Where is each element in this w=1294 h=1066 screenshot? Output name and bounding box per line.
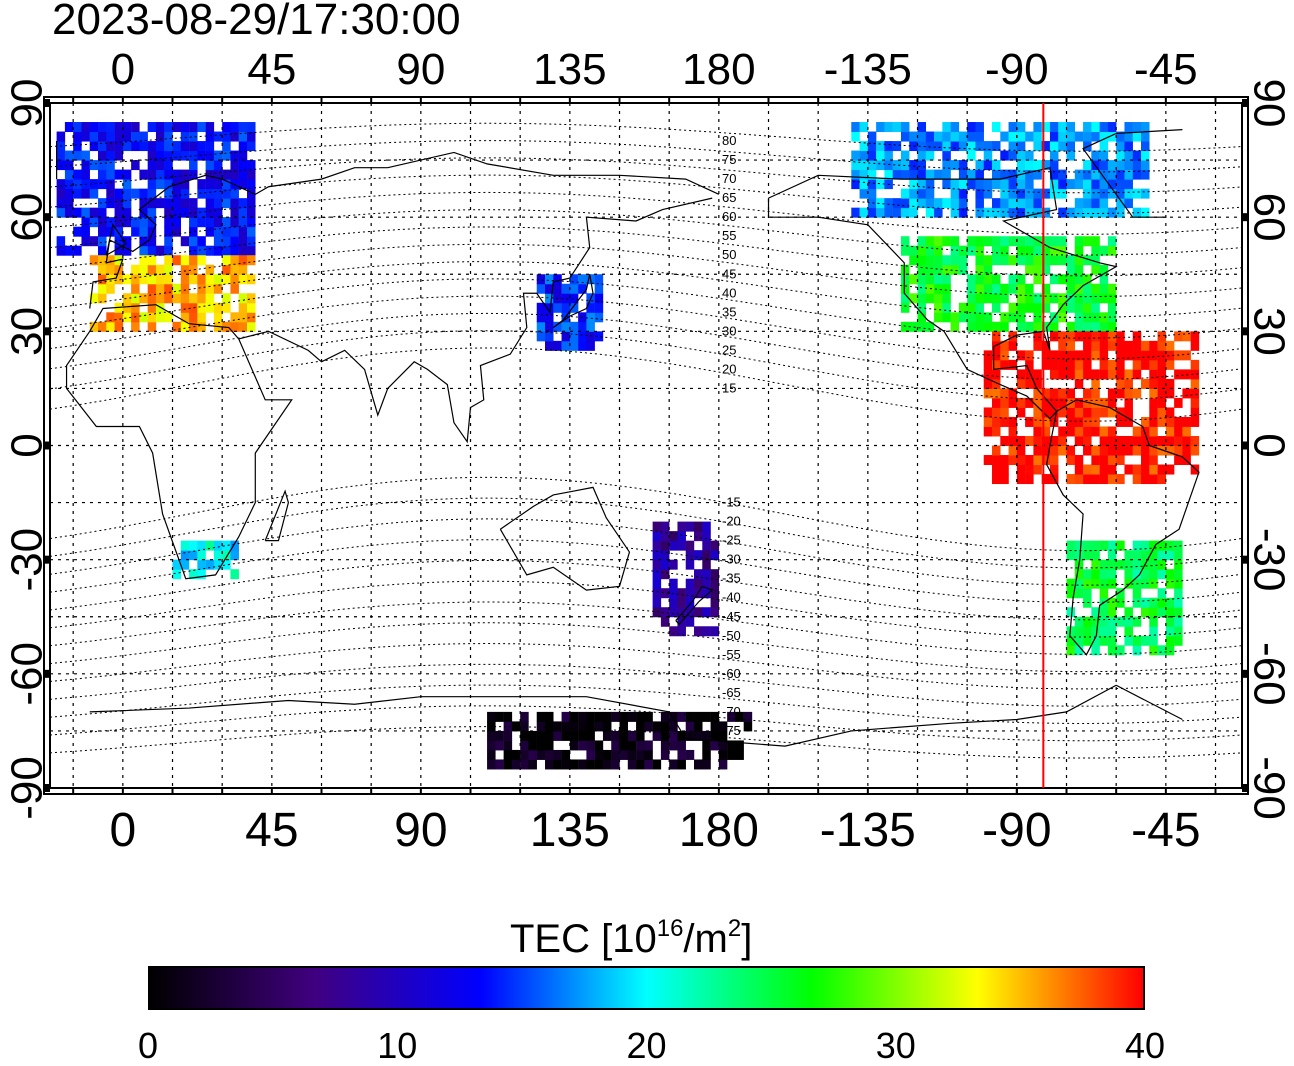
right-lat-label: 30 (1244, 307, 1293, 356)
maglat-label: -30 (722, 552, 741, 567)
coastline-0 (89, 151, 720, 309)
right-lat-label: -60 (1244, 642, 1293, 706)
colorbar-tick-label: 30 (875, 1025, 916, 1066)
top-lon-label: -45 (1134, 45, 1198, 94)
coastline-2 (238, 197, 713, 444)
left-lat-label: 0 (3, 433, 52, 457)
tec-data-layer (56, 122, 1200, 770)
colorbar (148, 966, 1145, 1010)
maglat-contour (50, 261, 1242, 318)
maglat-contour (50, 243, 1242, 298)
bottom-lon-label: 135 (530, 804, 610, 857)
maglat-label: -65 (722, 685, 741, 700)
left-lat-label: -90 (3, 756, 52, 820)
maglat-label: 50 (722, 247, 736, 262)
maglat-label: -40 (722, 590, 741, 605)
colorbar-tick-label: 20 (626, 1025, 667, 1066)
tec-region-southern-africa (172, 540, 239, 580)
right-lat-label: -30 (1244, 528, 1293, 592)
maglat-contour (50, 122, 1242, 152)
maglat-label: 40 (722, 285, 736, 300)
bottom-lon-label: -90 (982, 804, 1051, 857)
top-lon-label: 135 (533, 45, 606, 94)
maglat-label: 60 (722, 209, 736, 224)
tec-region-japan (536, 274, 604, 351)
bottom-lon-label: -135 (820, 804, 916, 857)
coastline-9 (264, 489, 290, 542)
coastline-1 (65, 304, 293, 580)
right-lat-label: 0 (1244, 433, 1293, 457)
maglat-label: -55 (722, 647, 741, 662)
maglat-contour (50, 601, 1242, 655)
tec-map: 0045459090135135180180-135-135-90-90-45-… (3, 45, 1294, 857)
left-lat-label: 30 (3, 307, 52, 356)
map-frame (43, 96, 1249, 795)
maglat-contour (50, 347, 1242, 422)
maglat-label: 35 (722, 304, 736, 319)
left-lat-label: -30 (3, 528, 52, 592)
maglat-label: 55 (722, 228, 736, 243)
top-lon-label: 90 (396, 45, 445, 94)
coastline-10 (552, 274, 594, 329)
timestamp: 2023-08-29/17:30:00 (52, 0, 461, 44)
bottom-lon-label: 0 (109, 804, 136, 857)
coastline-8 (105, 223, 128, 256)
bottom-lon-label: 45 (245, 804, 298, 857)
bottom-lon-label: -45 (1131, 804, 1200, 857)
maglat-label: -75 (722, 723, 741, 738)
maglat-contour (50, 497, 1242, 569)
right-lat-label: -90 (1244, 756, 1293, 820)
maglat-label: -35 (722, 571, 741, 586)
coastline-5 (1046, 399, 1200, 656)
maglat-label: -70 (722, 704, 741, 719)
maglat-label: -50 (722, 628, 741, 643)
top-lon-label: -135 (824, 45, 912, 94)
top-lon-label: 45 (247, 45, 296, 94)
tec-region-caribbean-south-america-north (983, 331, 1200, 485)
maglat-contour (50, 622, 1242, 673)
maglat-contour (50, 330, 1242, 401)
maglat-label: 65 (722, 190, 736, 205)
left-lat-label: 60 (3, 193, 52, 242)
maglat-contour (50, 476, 1242, 552)
colorbar-tick-label: 0 (137, 1025, 159, 1066)
right-lat-label: 60 (1244, 193, 1293, 242)
top-lon-label: -90 (985, 45, 1049, 94)
maglat-label: 30 (722, 323, 736, 338)
maglat-label: 25 (722, 342, 736, 357)
coastline-11 (675, 585, 714, 626)
magnetic-latitude-labels: 80 75 70 65 60 55 50 45 40 35 30 25 20 15 -15 -20 -25 -30… (722, 133, 741, 738)
maglat-contour (50, 226, 1242, 277)
maglat-label: 45 (722, 266, 736, 281)
bottom-lon-label: 180 (679, 804, 759, 857)
coastline-3 (499, 486, 631, 591)
maglat-label: 75 (722, 152, 736, 167)
maglat-label: 20 (722, 361, 736, 376)
tec-region-europe-north (56, 122, 256, 256)
colorbar-tick-label: 40 (1124, 1025, 1166, 1066)
colorbar-title: TEC [1016/m2] (510, 915, 753, 961)
left-lat-label: -60 (3, 642, 52, 706)
maglat-label: -45 (722, 609, 741, 624)
top-lon-label: 180 (682, 45, 755, 94)
tec-region-antarctica (487, 711, 753, 770)
top-lon-label: 0 (111, 45, 135, 94)
maglat-label: -25 (722, 533, 741, 548)
maglat-label: -20 (722, 514, 741, 529)
colorbar-tick-label: 10 (377, 1025, 418, 1066)
maglat-label: 70 (722, 171, 736, 186)
maglat-contour (50, 580, 1242, 638)
axis-labels: 0045459090135135180180-135-135-90-90-45-… (3, 45, 1294, 857)
maglat-label: -60 (722, 666, 741, 681)
bottom-lon-label: 90 (394, 804, 447, 857)
maglat-label: -15 (722, 495, 741, 510)
left-lat-label: 90 (3, 79, 52, 128)
maglat-label: 15 (722, 380, 736, 395)
right-lat-label: 90 (1244, 79, 1293, 128)
maglat-label: 80 (722, 133, 736, 148)
